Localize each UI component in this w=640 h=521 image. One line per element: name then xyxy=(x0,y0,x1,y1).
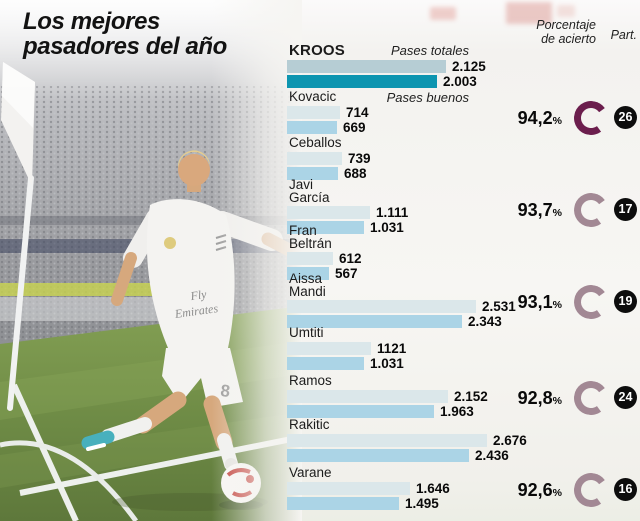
total-passes-value: 2.125 xyxy=(452,59,486,74)
player-name: Kovacic xyxy=(289,89,337,104)
good-passes-value: 1.031 xyxy=(370,356,404,371)
matches-played-badge: 16 xyxy=(614,478,637,501)
accuracy-column-header: Porcentaje de acierto xyxy=(536,18,596,46)
player-name: Javi García xyxy=(289,177,330,205)
player-name: Aissa Mandi xyxy=(289,271,326,299)
good-passes-value: 2.436 xyxy=(475,448,509,463)
good-passes-value: 1.495 xyxy=(405,496,439,511)
stadium-photo-illustration: Fly Emirates 8 xyxy=(0,0,302,521)
accuracy-percentage: 92,6% xyxy=(517,480,562,500)
total-passes-bar xyxy=(287,482,410,495)
good-passes-value: 2.003 xyxy=(443,74,477,89)
matches-played-badge: 24 xyxy=(614,386,637,409)
player-jersey xyxy=(146,199,235,348)
good-passes-bar xyxy=(287,405,434,418)
page-title: Los mejores pasadores del año xyxy=(23,8,227,61)
matches-played-badge: 17 xyxy=(614,198,637,221)
shorts-number: 8 xyxy=(220,381,231,401)
accuracy-percentage: 92,8% xyxy=(517,388,562,408)
accuracy-percentage: 93,1% xyxy=(517,292,562,312)
chart-panel: Porcentaje de acierto Part. Pases totale… xyxy=(287,0,640,521)
total-passes-value: 2.152 xyxy=(454,389,488,404)
player-name: Rakitic xyxy=(289,417,330,432)
legend-good-passes: Pases buenos xyxy=(386,90,469,105)
total-passes-bar xyxy=(287,206,370,219)
good-passes-bar xyxy=(287,315,462,328)
total-passes-value: 2.531 xyxy=(482,299,516,314)
page-title-line1: Los mejores xyxy=(23,8,160,35)
good-passes-value: 688 xyxy=(344,166,367,181)
accuracy-percentage: 93,7% xyxy=(517,200,562,220)
good-passes-bar xyxy=(287,497,399,510)
scoreboard-blob xyxy=(506,2,552,24)
player-row-javi-garcía: Javi García 1.111 1.031 92,8% 24 xyxy=(287,177,640,418)
matches-played-badge: 26 xyxy=(614,106,637,129)
total-passes-bar xyxy=(287,60,446,73)
legend-total-passes: Pases totales xyxy=(390,43,469,58)
player-name: KROOS xyxy=(289,42,346,59)
player-name: Varane xyxy=(289,465,332,480)
scoreboard-blob xyxy=(430,7,456,20)
good-passes-value: 669 xyxy=(343,120,366,135)
total-passes-value: 1.646 xyxy=(416,481,450,496)
total-passes-value: 714 xyxy=(346,105,369,120)
good-passes-bar xyxy=(287,221,364,234)
player-name: Ceballos xyxy=(289,135,342,150)
good-passes-bar xyxy=(287,75,437,88)
accuracy-percentage: 94,2% xyxy=(517,108,562,128)
player-name: Umtiti xyxy=(289,325,324,340)
total-passes-value: 1.111 xyxy=(376,205,409,220)
player-row-kroos: KROOS 2.125 2.003 94,2% 26 xyxy=(287,42,640,138)
player-boot xyxy=(81,430,115,450)
good-passes-value: 1.963 xyxy=(440,404,474,419)
total-passes-bar xyxy=(287,300,476,313)
good-passes-value: 2.343 xyxy=(468,314,502,329)
total-passes-value: 2.676 xyxy=(493,433,527,448)
total-passes-bar xyxy=(287,152,342,165)
player-name: Ramos xyxy=(289,373,332,388)
player-name: Fran Beltrán xyxy=(289,223,332,251)
total-passes-bar xyxy=(287,106,340,119)
total-passes-bar xyxy=(287,342,371,355)
matches-played-badge: 19 xyxy=(614,290,637,313)
stadium-photo: Fly Emirates 8 xyxy=(0,0,302,521)
total-passes-value: 1121 xyxy=(377,341,407,356)
matches-column-header: Part. xyxy=(610,28,637,42)
total-passes-bar xyxy=(287,390,448,403)
total-passes-bar xyxy=(287,434,487,447)
total-passes-value: 612 xyxy=(339,251,362,266)
good-passes-bar xyxy=(287,357,364,370)
club-crest xyxy=(164,237,176,249)
player-row-ceballos: Ceballos 739 688 93,1% 19 xyxy=(287,135,640,322)
total-passes-bar xyxy=(287,252,333,265)
total-passes-value: 739 xyxy=(348,151,371,166)
scoreboard-blob xyxy=(557,5,575,17)
good-passes-bar xyxy=(287,449,469,462)
page-title-line2: pasadores del año xyxy=(23,33,227,61)
good-passes-bar xyxy=(287,121,337,134)
jersey-sponsor-line1: Fly xyxy=(189,287,208,303)
good-passes-value: 1.031 xyxy=(370,220,404,235)
player-row-kovacic: Kovacic 714 669 93,7% 17 xyxy=(287,89,640,230)
player-head xyxy=(178,154,210,186)
good-passes-value: 567 xyxy=(335,266,358,281)
